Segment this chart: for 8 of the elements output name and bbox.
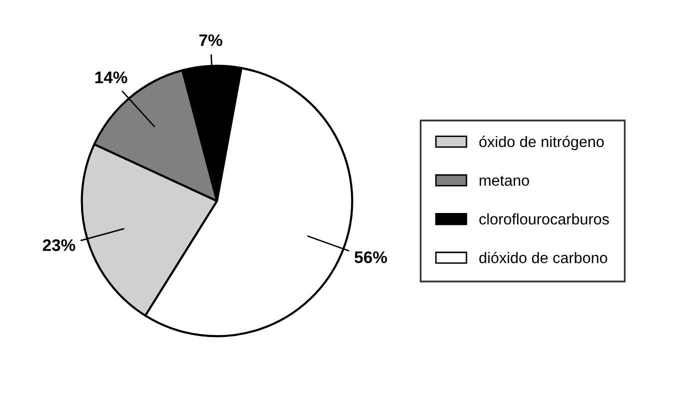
legend-label: óxido de nitrógeno: [479, 136, 604, 150]
legend-label: metano: [480, 176, 530, 186]
data-label: 56%: [354, 251, 387, 264]
legend-label: dióxido de carbono: [479, 252, 608, 264]
data-label: 7%: [199, 34, 222, 46]
data-label: 14%: [95, 72, 128, 84]
data-label: 23%: [42, 239, 76, 252]
legend-label: cloroflourocarburos: [479, 213, 609, 225]
